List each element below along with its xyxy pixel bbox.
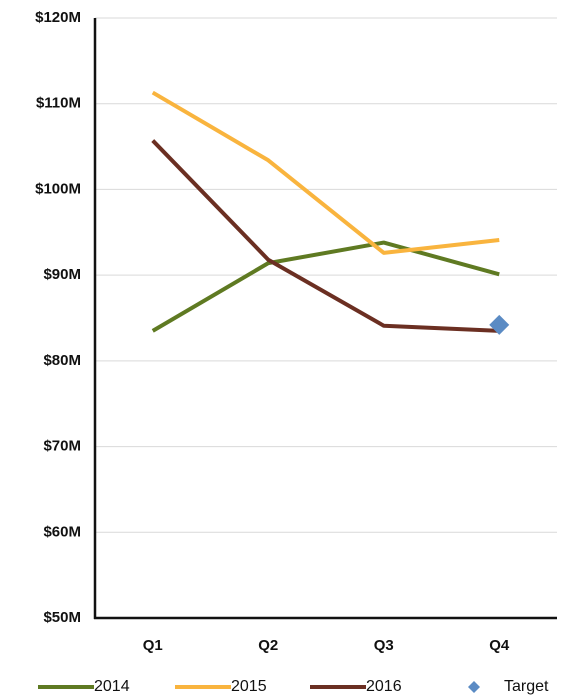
- y-tick-label: $50M: [43, 609, 81, 626]
- line: [151, 240, 500, 333]
- y-tick-label: $110M: [36, 95, 81, 112]
- legend-label: 2014: [94, 678, 130, 695]
- legend-marker: [468, 681, 480, 693]
- x-tick-label: Q2: [258, 637, 278, 654]
- x-tick-label: Q1: [143, 637, 163, 654]
- y-tick-label: $60M: [43, 523, 81, 540]
- line: [151, 90, 500, 255]
- x-tick-label: Q4: [489, 637, 510, 654]
- marker: [489, 314, 510, 335]
- legend-label: 2016: [366, 678, 402, 695]
- x-tick-label: Q3: [374, 637, 394, 654]
- line: [151, 139, 500, 333]
- y-tick-label: $100M: [35, 180, 81, 197]
- y-tick-label: $90M: [43, 266, 81, 283]
- y-tick-label: $120M: [35, 9, 81, 26]
- legend-label: 2015: [231, 678, 267, 695]
- legend-label: Target: [504, 678, 549, 695]
- y-tick-label: $70M: [43, 438, 81, 455]
- y-tick-label: $80M: [43, 352, 81, 369]
